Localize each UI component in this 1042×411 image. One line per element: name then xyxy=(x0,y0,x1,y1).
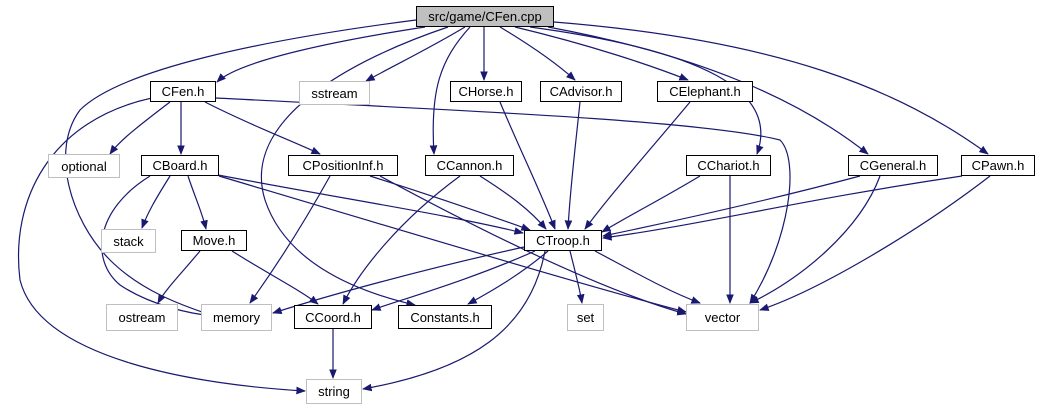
node-ctroop-h[interactable]: CTroop.h xyxy=(524,230,602,251)
edge-cfen-cpp-to-cchariot-h xyxy=(529,26,764,155)
edge-ctroop-h-to-vector xyxy=(594,250,701,304)
edge-ccannon-h-to-ctroop-h xyxy=(479,175,547,230)
edge-ctroop-h-to-set xyxy=(569,250,585,304)
edge-cboard-h-to-move-h xyxy=(187,175,208,230)
edge-cfen-h-to-vector xyxy=(215,97,791,304)
node-cfen-h[interactable]: CFen.h xyxy=(150,81,216,102)
edge-cboard-h-to-ctroop-h xyxy=(217,174,524,235)
edge-cchariot-h-to-ctroop-h xyxy=(601,175,701,233)
edge-cgeneral-h-to-ctroop-h xyxy=(602,175,861,239)
node-vector: vector xyxy=(686,304,759,331)
edge-cpositioninf-h-to-memory xyxy=(249,175,331,304)
edge-chorse-h-to-ctroop-h xyxy=(499,101,556,230)
node-chorse-h[interactable]: CHorse.h xyxy=(450,81,522,102)
node-move-h[interactable]: Move.h xyxy=(181,230,247,251)
node-cfen-cpp: src/game/CFen.cpp xyxy=(416,6,554,27)
edge-cgeneral-h-to-vector xyxy=(749,175,881,304)
node-string: string xyxy=(306,379,362,404)
edge-cfen-cpp-to-celephant-h xyxy=(514,26,689,81)
node-ostream: ostream xyxy=(106,304,178,331)
edge-cpawn-h-to-vector xyxy=(759,175,991,311)
node-cpawn-h[interactable]: CPawn.h xyxy=(961,155,1035,176)
edge-cfen-cpp-to-cadvisor-h xyxy=(499,26,576,81)
edge-cfen-cpp-to-cpawn-h xyxy=(553,21,989,155)
node-sstream: sstream xyxy=(299,81,370,105)
edge-cboard-h-to-stack xyxy=(141,175,171,229)
edge-celephant-h-to-ctroop-h xyxy=(584,101,691,230)
edge-cadvisor-h-to-ctroop-h xyxy=(564,101,581,230)
node-constants-h[interactable]: Constants.h xyxy=(398,305,492,329)
edge-cboard-h-to-memory xyxy=(101,175,215,320)
edge-ctroop-h-to-memory xyxy=(272,246,525,315)
node-ccannon-h[interactable]: CCannon.h xyxy=(425,155,514,176)
node-cadvisor-h[interactable]: CAdvisor.h xyxy=(540,81,622,102)
edge-ctroop-h-to-ccoord-h xyxy=(371,250,536,311)
edge-cfen-cpp-to-ccannon-h xyxy=(429,26,471,155)
node-cchariot-h[interactable]: CChariot.h xyxy=(686,155,771,176)
node-set: set xyxy=(567,304,604,331)
edge-ccannon-h-to-ccoord-h xyxy=(342,175,461,305)
edge-cpositioninf-h-to-vector xyxy=(379,175,687,316)
node-celephant-h[interactable]: CElephant.h xyxy=(657,81,753,102)
edge-cpositioninf-h-to-ctroop-h xyxy=(369,175,531,231)
node-cboard-h[interactable]: CBoard.h xyxy=(141,155,219,176)
node-stack: stack xyxy=(101,229,156,253)
edge-cpawn-h-to-ctroop-h xyxy=(602,175,963,241)
node-ccoord-h[interactable]: CCoord.h xyxy=(294,305,372,329)
edge-cfen-cpp-to-cfen-h xyxy=(216,26,426,83)
node-cgeneral-h[interactable]: CGeneral.h xyxy=(848,155,938,176)
edge-cfen-h-to-optional xyxy=(109,101,171,155)
edge-ctroop-h-to-constants-h xyxy=(467,250,549,305)
edge-move-h-to-ostream xyxy=(157,250,201,304)
node-optional: optional xyxy=(48,154,120,178)
node-cpositioninf-h[interactable]: CPositionInf.h xyxy=(288,155,398,176)
edge-ctroop-h-to-string xyxy=(362,250,546,392)
edge-cfen-h-to-string xyxy=(17,97,306,395)
node-memory: memory xyxy=(201,304,272,331)
edge-move-h-to-ccoord-h xyxy=(231,250,319,305)
edge-cfen-h-to-cpositioninf-h xyxy=(204,101,321,155)
edge-cfen-cpp-to-constants-h xyxy=(260,26,449,307)
edge-cfen-cpp-to-sstream xyxy=(365,26,466,82)
edge-cfen-cpp-to-cgeneral-h xyxy=(547,26,869,155)
